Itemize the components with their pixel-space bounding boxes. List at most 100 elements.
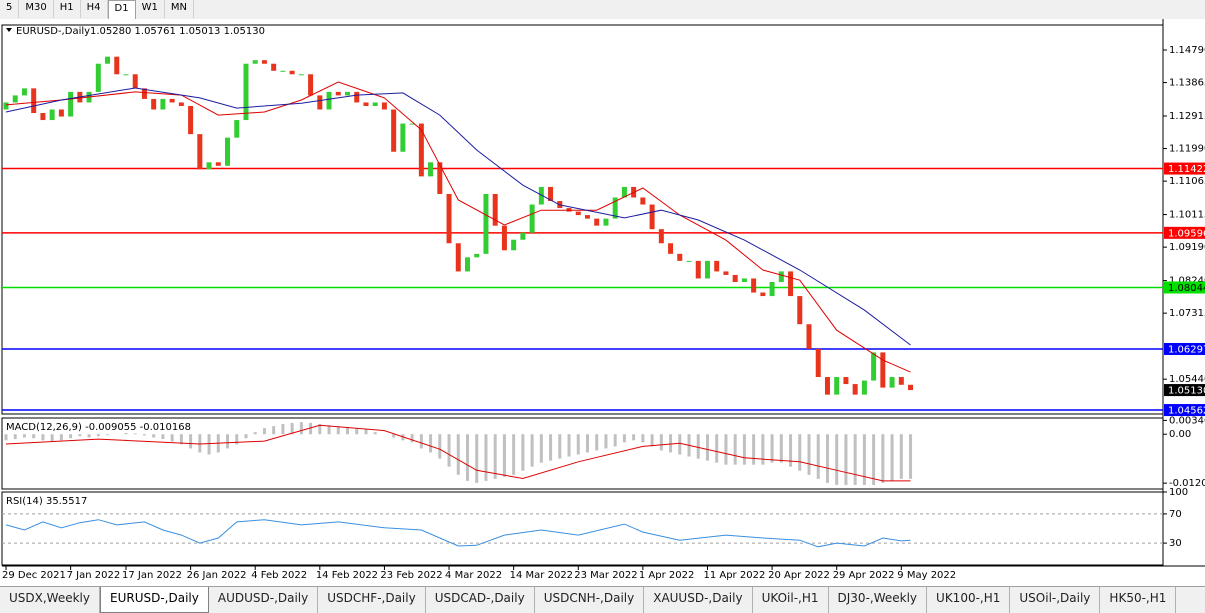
chart-tab[interactable]: XAUUSD-,Daily xyxy=(644,587,753,613)
macd-bar xyxy=(493,434,497,479)
timeframe-button[interactable]: D1 xyxy=(107,0,136,20)
chart-tab[interactable]: EURUSD-,Daily xyxy=(100,587,209,613)
macd-bar xyxy=(807,434,811,475)
y-tick-label: 0.00 xyxy=(1169,429,1191,440)
timeframe-button[interactable]: MN xyxy=(165,0,194,18)
macd-bar xyxy=(789,434,793,467)
chart-tab[interactable]: UK100-,H1 xyxy=(927,587,1011,613)
timeframe-button[interactable]: 5 xyxy=(0,0,20,18)
macd-bar xyxy=(678,434,682,455)
macd-bar xyxy=(844,434,848,485)
candle-body xyxy=(760,292,766,297)
candle-body xyxy=(215,162,221,166)
candle-body xyxy=(649,204,655,230)
candle-body xyxy=(289,70,295,75)
candle-body xyxy=(418,123,424,177)
candle-body xyxy=(317,95,323,110)
timeframe-button[interactable]: M30 xyxy=(19,0,54,18)
moving-average xyxy=(5,81,911,373)
macd-bar xyxy=(4,434,8,441)
macd-bar xyxy=(78,434,82,437)
macd-bar xyxy=(161,434,165,440)
macd-bar xyxy=(798,434,802,471)
indicator-title: MACD(12,26,9) -0.009055 -0.010168 xyxy=(6,422,191,433)
candle-body xyxy=(141,88,147,99)
rsi-line xyxy=(5,519,911,548)
chart-tab[interactable]: UKOil-,H1 xyxy=(753,587,829,613)
candle-body xyxy=(105,56,111,64)
macd-bar xyxy=(419,434,423,449)
macd-bar xyxy=(299,422,303,435)
macd-bar xyxy=(87,434,91,438)
chart-subtitle: 1.05280 1.05761 1.05013 1.05130 xyxy=(90,26,265,37)
level-label: 1.04562 xyxy=(1168,406,1205,417)
macd-bar xyxy=(59,434,63,441)
chart-tab[interactable]: HK50-,H1 xyxy=(1100,587,1177,613)
chart-tab[interactable]: USDX,Weekly xyxy=(0,587,100,613)
level-label: 1.06297 xyxy=(1168,344,1205,355)
y-tick-label: 1.13865 xyxy=(1169,78,1205,89)
macd-bar xyxy=(752,434,756,465)
macd-bar xyxy=(364,429,368,435)
macd-bar xyxy=(253,432,257,435)
macd-bar xyxy=(715,434,719,463)
candle-body xyxy=(538,186,544,205)
macd-bar xyxy=(235,434,239,445)
macd-bar xyxy=(410,434,414,443)
chart-tab[interactable]: AUDUSD-,Daily xyxy=(209,587,319,613)
macd-bar xyxy=(244,434,248,439)
candle-body xyxy=(483,193,489,254)
macd-bar xyxy=(595,434,599,451)
level-label-box xyxy=(1164,281,1205,294)
timeframe-toolbar: 5 M30 H1 H4 D1 W1 MN xyxy=(0,0,1205,20)
timeframe-button[interactable]: H1 xyxy=(54,0,81,18)
macd-bar xyxy=(447,434,451,467)
x-tick-label: 11 Apr 2022 xyxy=(703,570,765,581)
macd-bar xyxy=(539,434,543,463)
candle-body xyxy=(843,377,849,385)
macd-bar xyxy=(641,434,645,443)
indicator-title: RSI(14) 35.5517 xyxy=(6,496,87,507)
candle-body xyxy=(12,95,18,103)
candle-body xyxy=(548,186,554,202)
macd-bar xyxy=(170,434,174,442)
chart-tab[interactable]: USDCAD-,Daily xyxy=(426,587,535,613)
candle-body xyxy=(298,74,304,76)
candle-body xyxy=(197,134,203,170)
candle-body xyxy=(381,102,387,110)
macd-bar xyxy=(853,434,857,485)
candle-body xyxy=(465,257,470,272)
macd-bar xyxy=(835,434,839,485)
candle-body xyxy=(492,193,498,226)
macd-bar xyxy=(825,434,829,483)
macd-bar xyxy=(899,434,903,479)
candle-body xyxy=(95,63,101,92)
chart-tab[interactable]: USOil-,Daily xyxy=(1010,587,1101,613)
candle-body xyxy=(114,56,120,75)
macd-bar xyxy=(281,424,285,435)
candle-body xyxy=(594,218,600,226)
timeframe-button[interactable]: H4 xyxy=(81,0,108,18)
x-tick-label: 4 Mar 2022 xyxy=(445,570,502,581)
chart-tab[interactable]: USDCHF-,Daily xyxy=(318,587,426,613)
y-tick-label: 70 xyxy=(1169,509,1182,520)
macd-bar xyxy=(484,434,488,481)
candle-body xyxy=(908,384,914,391)
x-tick-label: 14 Feb 2022 xyxy=(316,570,378,581)
chart-tab[interactable]: DJ30-,Weekly xyxy=(829,587,928,613)
candle-body xyxy=(677,253,683,261)
candle-body xyxy=(474,253,480,258)
macd-bar xyxy=(475,434,479,483)
chart-tab[interactable]: USDCNH-,Daily xyxy=(535,587,645,613)
candle-body xyxy=(234,120,240,138)
candle-body xyxy=(243,63,249,121)
level-label: 1.11422 xyxy=(1168,164,1205,175)
candle-body xyxy=(252,60,258,64)
x-tick-label: 23 Feb 2022 xyxy=(380,570,442,581)
timeframe-button[interactable]: W1 xyxy=(136,0,165,18)
macd-bar xyxy=(890,434,894,481)
macd-bar xyxy=(226,434,230,449)
candle-body xyxy=(871,352,877,381)
level-label-box xyxy=(1164,404,1205,417)
macd-bar xyxy=(872,434,876,485)
